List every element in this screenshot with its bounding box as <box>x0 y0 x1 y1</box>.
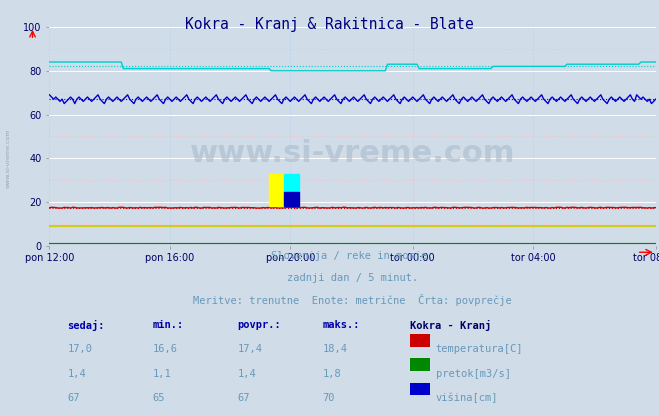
Text: 67: 67 <box>68 393 80 403</box>
Text: zadnji dan / 5 minut.: zadnji dan / 5 minut. <box>287 272 418 282</box>
Text: sedaj:: sedaj: <box>68 320 105 331</box>
Text: temperatura[C]: temperatura[C] <box>436 344 523 354</box>
Text: 16,6: 16,6 <box>152 344 177 354</box>
Text: Kokra - Kranj & Rakitnica - Blate: Kokra - Kranj & Rakitnica - Blate <box>185 17 474 32</box>
Text: Kokra - Kranj: Kokra - Kranj <box>410 320 492 331</box>
Text: 65: 65 <box>152 393 165 403</box>
Bar <box>284 192 299 206</box>
FancyBboxPatch shape <box>410 334 430 347</box>
Text: 1,4: 1,4 <box>237 369 256 379</box>
Text: 67: 67 <box>237 393 250 403</box>
Text: min.:: min.: <box>152 320 184 330</box>
Text: 17,4: 17,4 <box>237 344 262 354</box>
Text: 18,4: 18,4 <box>322 344 347 354</box>
Text: povpr.:: povpr.: <box>237 320 281 330</box>
Text: 1,1: 1,1 <box>152 369 171 379</box>
Bar <box>269 173 284 206</box>
Text: Slovenija / reke in morje.: Slovenija / reke in morje. <box>272 251 434 261</box>
Bar <box>284 173 299 192</box>
Text: pretok[m3/s]: pretok[m3/s] <box>436 369 511 379</box>
Text: www.si-vreme.com: www.si-vreme.com <box>190 139 515 168</box>
Text: Meritve: trenutne  Enote: metrične  Črta: povprečje: Meritve: trenutne Enote: metrične Črta: … <box>193 295 512 307</box>
Text: višina[cm]: višina[cm] <box>436 393 498 403</box>
FancyBboxPatch shape <box>410 383 430 396</box>
FancyBboxPatch shape <box>410 359 430 371</box>
Text: www.si-vreme.com: www.si-vreme.com <box>5 128 11 188</box>
Text: 1,8: 1,8 <box>322 369 341 379</box>
Text: 1,4: 1,4 <box>68 369 86 379</box>
Text: 70: 70 <box>322 393 335 403</box>
Text: maks.:: maks.: <box>322 320 360 330</box>
Text: 17,0: 17,0 <box>68 344 93 354</box>
